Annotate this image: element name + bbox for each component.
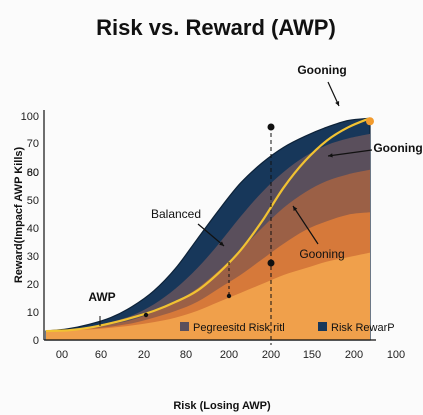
legend-label: Risk RewarP bbox=[331, 322, 395, 334]
legend-swatch bbox=[180, 322, 189, 331]
annotation-awp: AWP bbox=[88, 290, 115, 304]
arrow-gooning-low-head bbox=[293, 206, 298, 211]
annotation-gooning-low: Gooning bbox=[299, 247, 344, 261]
guide-point-low bbox=[143, 312, 149, 318]
y-tick-label: 50 bbox=[27, 195, 39, 207]
chart-axes bbox=[43, 110, 376, 341]
y-tick-label: 20 bbox=[27, 279, 39, 291]
guide-point-left bbox=[226, 293, 232, 299]
legend-label: Pegreesitd Risk ritl bbox=[193, 322, 285, 334]
arrow-gooning-right bbox=[327, 149, 373, 157]
chart-annotations: Gooning Gooning Balanced Gooning AWP bbox=[88, 63, 422, 304]
x-tick-label: 80 bbox=[180, 349, 192, 361]
y-tick-label: 60 bbox=[27, 167, 39, 179]
guide-point-top bbox=[267, 123, 275, 131]
band-light-orange bbox=[46, 252, 370, 340]
x-tick-label: 20 bbox=[138, 349, 150, 361]
y-tick-label: 30 bbox=[27, 251, 39, 263]
x-axis-label: Risk (Losing AWP) bbox=[173, 400, 271, 412]
x-tick-label: 100 bbox=[387, 349, 405, 361]
x-tick-label: 200 bbox=[345, 349, 363, 361]
y-tick-label: 80 bbox=[27, 167, 39, 179]
annotation-gooning-right: Gooning bbox=[373, 141, 422, 155]
arrow-gooning-low bbox=[292, 205, 319, 245]
annotation-balanced: Balanced bbox=[151, 207, 201, 221]
x-tick-label: 150 bbox=[303, 349, 321, 361]
chart-legend: Pegreesitd Risk ritl Risk RewarP bbox=[180, 322, 395, 334]
x-tick-label: 200 bbox=[220, 349, 238, 361]
x-tick-label: 60 bbox=[95, 349, 107, 361]
chart-ticks: 00 60 20 80 200 200 150 200 100 0 10 20 30 40 50 60 70 80… bbox=[21, 111, 406, 361]
x-tick-label: 200 bbox=[262, 349, 280, 361]
chart-guides bbox=[99, 123, 275, 345]
y-tick-label: 70 bbox=[27, 138, 39, 150]
y-tick-label: 0 bbox=[33, 335, 39, 347]
y-tick-label: 100 bbox=[21, 111, 39, 123]
arrow-balanced bbox=[197, 223, 225, 247]
highlight-end-point bbox=[366, 117, 374, 126]
arrow-balanced-head bbox=[219, 241, 224, 246]
y-axis-label: Reward(Impacf AWP Kills) bbox=[13, 147, 25, 284]
chart-bands bbox=[45, 117, 374, 341]
arrow-gooning-right-head bbox=[328, 153, 333, 158]
arrow-gooning-top-head bbox=[335, 101, 340, 106]
x-tick-label: 00 bbox=[56, 349, 68, 361]
y-tick-label: 40 bbox=[27, 223, 39, 235]
chart-title: Risk vs. Reward (AWP) bbox=[96, 15, 336, 40]
guide-point-mid bbox=[267, 259, 275, 267]
annotation-gooning-top: Gooning bbox=[297, 63, 346, 77]
y-tick-label: 10 bbox=[27, 307, 39, 319]
legend-swatch bbox=[318, 322, 327, 331]
